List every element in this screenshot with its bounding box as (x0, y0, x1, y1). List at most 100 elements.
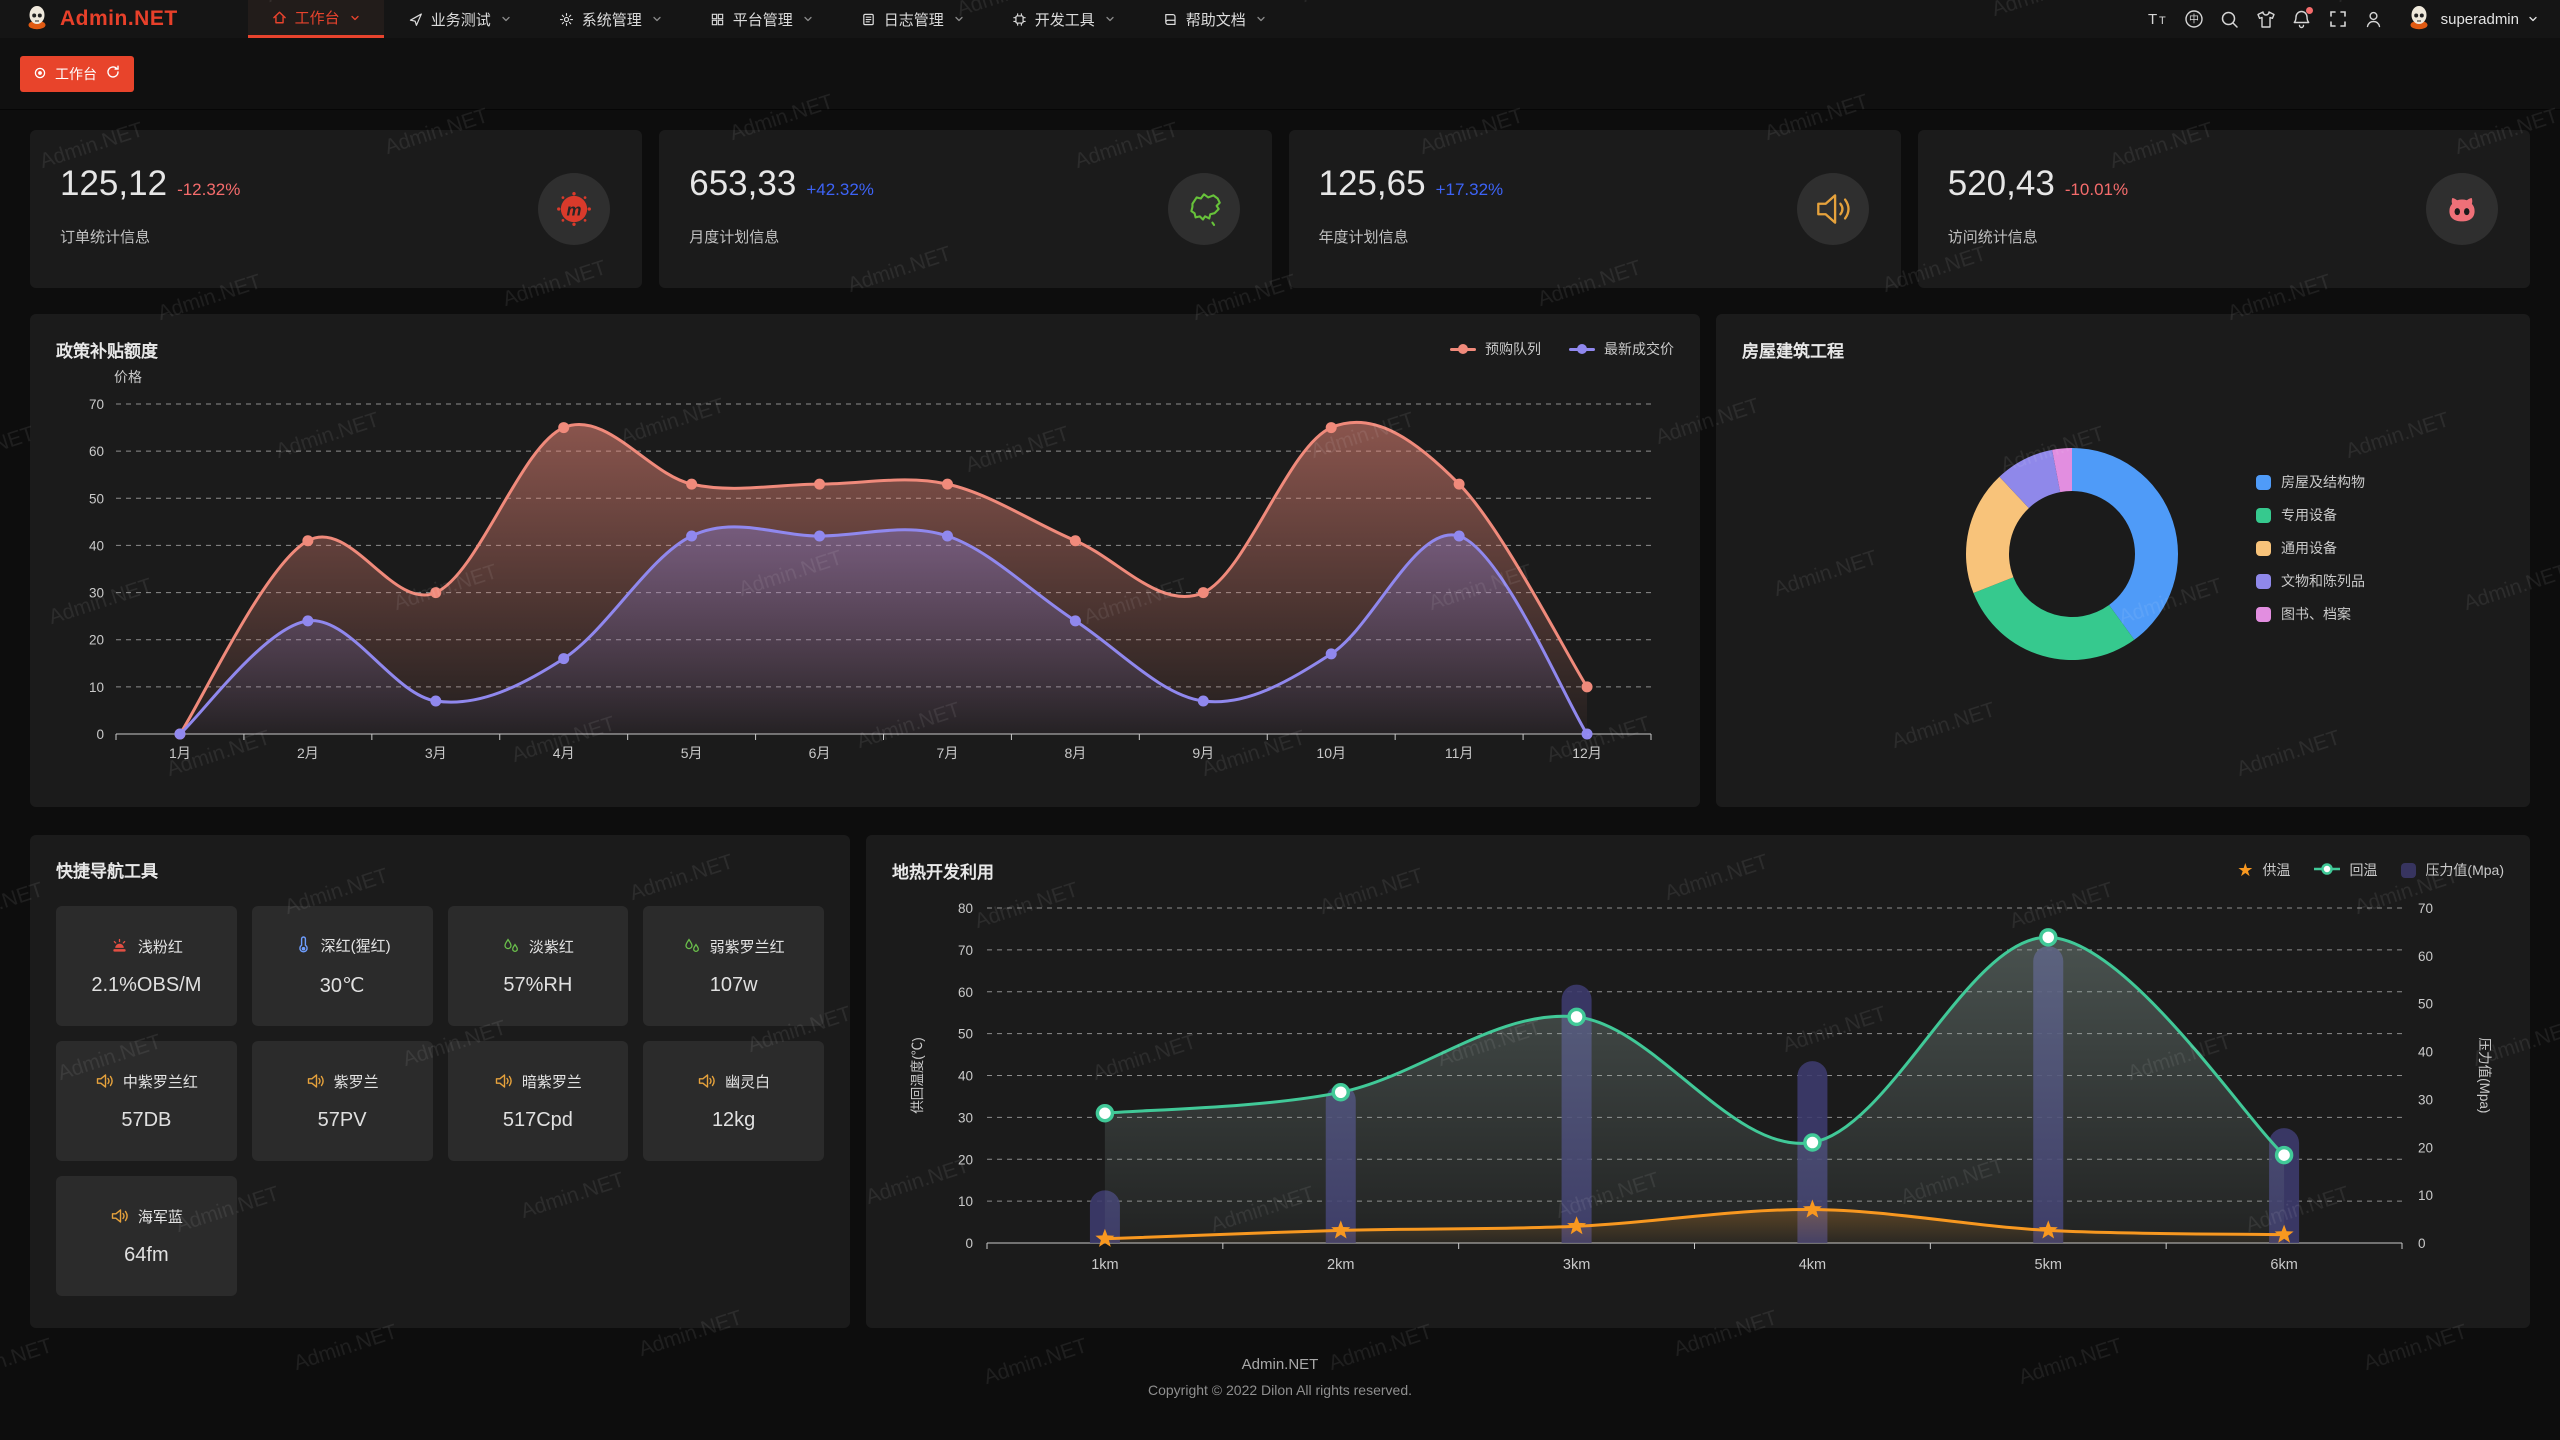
quick-nav-name: 暗紫罗兰 (521, 1073, 582, 1091)
legend-label: 专用设备 (2281, 507, 2337, 523)
language-icon[interactable]: 中 (2176, 0, 2212, 38)
svg-text:40: 40 (958, 1069, 973, 1084)
octocat-icon (2426, 173, 2498, 245)
quick-nav-name: 弱紫罗兰红 (709, 938, 785, 956)
legend-item[interactable]: 回温 (2314, 860, 2377, 880)
bottom-row: 快捷导航工具 浅粉红 2.1%OBS/M 深红(猩红) 30℃ 淡紫红 57%RH 弱紫罗兰… (30, 835, 2530, 1328)
legend-label: 供温 (2262, 862, 2291, 878)
svg-text:70: 70 (89, 397, 104, 412)
donut-slice (1999, 449, 2061, 509)
user-menu[interactable]: superadmin (2406, 4, 2538, 34)
donut-slice (1973, 577, 2135, 661)
search-icon[interactable] (2212, 0, 2248, 38)
quick-nav-item[interactable]: 紫罗兰 57PV (251, 1041, 433, 1161)
notification-icon[interactable] (2284, 0, 2320, 38)
send-icon (408, 12, 423, 27)
legend-label: 最新成交价 (1604, 341, 1674, 357)
svg-text:供回温度(℃): 供回温度(℃) (910, 1037, 925, 1114)
geothermal-chart-legend: ★ 供温 回温 压力值(Mpa) (2237, 860, 2504, 880)
legend-item[interactable]: 通用设备 (2256, 538, 2365, 558)
book-icon (1163, 12, 1178, 27)
legend-label: 压力值(Mpa) (2425, 862, 2504, 878)
legend-label: 房屋及结构物 (2281, 474, 2365, 490)
main-content: 125,12 -12.32% 订单统计信息 m 653,33 +42.32% 月度计划信息 1… (0, 110, 2560, 1418)
quick-nav-grid: 浅粉红 2.1%OBS/M 深红(猩红) 30℃ 淡紫红 57%RH 弱紫罗兰红 107w 中紫… (56, 906, 824, 1296)
stat-label: 年度计划信息 (1318, 229, 1409, 246)
legend-label: 图书、档案 (2281, 606, 2351, 622)
username: superadmin (2440, 10, 2519, 28)
alarm-icon (110, 937, 129, 955)
quick-nav-item[interactable]: 淡紫红 57%RH (447, 906, 629, 1026)
svg-text:60: 60 (2418, 949, 2433, 964)
speaker-icon (110, 1207, 129, 1225)
theme-icon[interactable] (2248, 0, 2284, 38)
speaker-icon (306, 1072, 325, 1090)
chevron-down-icon (954, 14, 964, 24)
chevron-down-icon (803, 14, 813, 24)
stat-label: 订单统计信息 (60, 229, 151, 246)
gear-icon (559, 12, 574, 27)
legend-star-marker: ★ (2237, 860, 2254, 880)
legend-swatch (2256, 606, 2271, 622)
stat-cards: 125,12 -12.32% 订单统计信息 m 653,33 +42.32% 月度计划信息 1… (30, 130, 2530, 288)
stat-delta: +17.32% (1435, 180, 1504, 199)
quick-nav-value: 57DB (121, 1108, 172, 1131)
svg-text:价格: 价格 (114, 369, 142, 385)
svg-text:3月: 3月 (425, 745, 447, 761)
legend-line-marker (1450, 343, 1476, 355)
page-footer: Admin.NET Copyright © 2022 Dilon All rig… (30, 1356, 2530, 1418)
svg-text:2月: 2月 (297, 745, 319, 761)
legend-item[interactable]: 房屋及结构物 (2256, 472, 2365, 492)
nav-item-send[interactable]: 业务测试 (384, 0, 535, 38)
svg-text:m: m (567, 200, 582, 219)
nav-item-log[interactable]: 日志管理 (837, 0, 988, 38)
drops-icon (502, 937, 520, 955)
svg-text:70: 70 (2418, 901, 2433, 916)
app-logo[interactable]: Admin.NET (0, 0, 218, 38)
legend-item[interactable]: 预购队列 (1450, 339, 1541, 359)
svg-text:20: 20 (89, 633, 104, 648)
nav-item-grid[interactable]: 平台管理 (686, 0, 837, 38)
notification-badge (2305, 7, 2313, 14)
nav-item-chip[interactable]: 开发工具 (988, 0, 1139, 38)
legend-item[interactable]: 文物和陈列品 (2256, 571, 2365, 591)
legend-item[interactable]: 最新成交价 (1569, 339, 1674, 359)
nav-item-home[interactable]: 工作台 (247, 0, 384, 38)
legend-item[interactable]: 图书、档案 (2256, 604, 2365, 624)
refresh-icon[interactable] (106, 65, 120, 82)
quick-nav-item[interactable]: 中紫罗兰红 57DB (56, 1041, 237, 1161)
svg-text:5km: 5km (2035, 1257, 2062, 1273)
quick-nav-item[interactable]: 深红(猩红) 30℃ (251, 906, 433, 1026)
donut-slice (2072, 448, 2179, 640)
quick-nav-item[interactable]: 浅粉红 2.1%OBS/M (56, 906, 237, 1026)
meetup-icon: m (538, 173, 611, 245)
nav-item-gear[interactable]: 系统管理 (535, 0, 686, 38)
policy-chart-legend: 预购队列 最新成交价 (1450, 339, 1674, 359)
legend-item[interactable]: 专用设备 (2256, 505, 2365, 525)
chevron-down-icon (2528, 11, 2538, 28)
drops-icon (683, 937, 701, 955)
svg-text:7月: 7月 (937, 745, 959, 761)
chart-title-geothermal: 地热开发利用 (892, 862, 994, 882)
quick-nav-item[interactable]: 幽灵白 12kg (643, 1041, 824, 1161)
legend-bar-marker (2401, 862, 2417, 878)
legend-swatch (2256, 474, 2271, 490)
quick-nav-value: 57%RH (503, 973, 573, 996)
profile-icon[interactable] (2356, 0, 2392, 38)
fullscreen-icon[interactable] (2320, 0, 2356, 38)
nav-item-book[interactable]: 帮助文档 (1139, 0, 1290, 38)
quick-nav-item[interactable]: 弱紫罗兰红 107w (643, 906, 824, 1026)
quick-nav-value: 2.1%OBS/M (91, 973, 202, 996)
stat-card: 125,12 -12.32% 订单统计信息 m (30, 130, 643, 288)
svg-text:60: 60 (89, 444, 104, 459)
legend-item[interactable]: 压力值(Mpa) (2401, 860, 2504, 880)
svg-text:T: T (2159, 15, 2166, 27)
nav-item-label: 工作台 (294, 10, 340, 27)
tab-workbench[interactable]: 工作台 (20, 55, 134, 92)
quick-nav-item[interactable]: 暗紫罗兰 517Cpd (447, 1041, 629, 1161)
quick-nav-item[interactable]: 海军蓝 64fm (56, 1176, 237, 1296)
legend-item[interactable]: ★ 供温 (2237, 860, 2290, 880)
quick-nav-value: 64fm (124, 1243, 169, 1266)
panel-housing-project: 房屋建筑工程 房屋及结构物 专用设备 通用设备 文物和陈列品 图书、档案 (1716, 314, 2530, 807)
